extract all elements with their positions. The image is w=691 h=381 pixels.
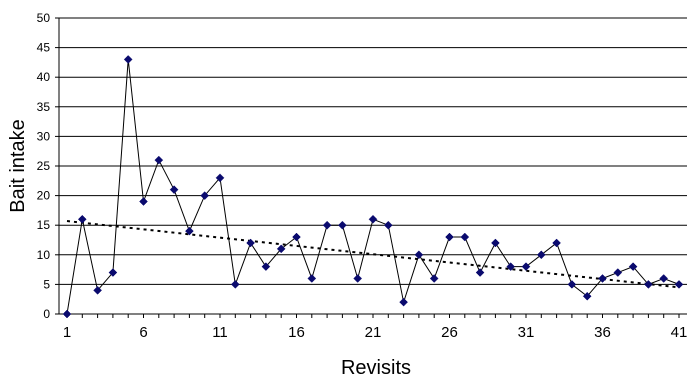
data-point-marker [77, 214, 87, 224]
data-point-marker [506, 262, 516, 271]
data-point-marker [460, 232, 470, 242]
data-point-marker [399, 297, 408, 307]
data-point-marker [123, 55, 133, 64]
x-tick-label: 6 [139, 324, 147, 341]
data-point-marker [383, 220, 393, 230]
y-tick-label: 50 [37, 11, 51, 25]
data-point-marker [491, 238, 500, 248]
x-tick-label: 36 [594, 324, 611, 341]
data-point-marker [613, 268, 623, 277]
data-point-marker [582, 291, 592, 301]
data-point-marker [567, 280, 577, 289]
y-tick-label: 25 [37, 159, 51, 173]
data-point-marker [215, 173, 225, 183]
trendline [66, 220, 680, 289]
x-tick-label: 21 [365, 324, 382, 341]
y-tick-label: 0 [43, 307, 50, 321]
data-point-marker [322, 220, 332, 230]
x-tick-label: 11 [212, 324, 228, 341]
data-point-marker [276, 244, 286, 254]
x-axis-title: Revisits [341, 357, 411, 379]
data-point-marker [674, 280, 684, 289]
data-point-marker [475, 268, 485, 277]
data-point-marker [628, 262, 638, 271]
data-point-marker [552, 238, 561, 248]
y-tick-label: 10 [37, 248, 51, 262]
data-point-marker [429, 274, 439, 283]
data-point-marker [154, 155, 164, 165]
data-point-marker [246, 238, 255, 248]
data-point-marker [261, 262, 271, 271]
x-tick-labels: 1 6 11 16 21 26 31 36 41 [63, 324, 688, 341]
x-tick-label: 41 [671, 324, 688, 341]
x-tick-label: 31 [518, 324, 535, 341]
data-point-marker [93, 285, 102, 295]
data-point-marker [139, 197, 148, 206]
data-point-marker [108, 268, 118, 277]
y-tick-label: 30 [37, 129, 51, 143]
x-tick-label: 26 [441, 324, 458, 341]
y-tick-labels: 0 5 10 15 20 25 30 35 40 45 50 [37, 11, 51, 321]
data-point-marker [536, 250, 546, 260]
data-point-marker [445, 232, 454, 242]
data-point-marker [200, 191, 210, 200]
data-point-marker [521, 262, 531, 271]
x-tick-label: 16 [288, 324, 305, 341]
y-tick-label: 35 [37, 100, 51, 114]
data-point-marker [338, 220, 347, 230]
data-point-marker [292, 232, 301, 242]
y-tick-label: 15 [37, 218, 51, 232]
data-point-marker [62, 309, 72, 319]
x-tick-label: 1 [63, 324, 71, 341]
data-point-marker [307, 274, 317, 283]
y-tick-label: 40 [37, 70, 51, 84]
data-point-marker [230, 280, 240, 289]
y-axis-title: Bait intake [7, 119, 29, 212]
data-point-marker [169, 185, 179, 195]
series-group [66, 59, 680, 315]
data-point-marker [185, 226, 194, 236]
data-point-marker [659, 274, 669, 283]
y-tick-label: 5 [43, 277, 50, 291]
series-line [66, 59, 680, 315]
data-point-marker [598, 274, 607, 283]
trendline-group [66, 220, 680, 289]
data-point-marker [368, 214, 378, 224]
data-point-marker [644, 280, 653, 289]
data-point-marker [414, 250, 424, 260]
y-tick-label: 45 [37, 41, 51, 55]
grid-lines [55, 17, 687, 318]
data-point-marker [353, 274, 363, 283]
markers-group [62, 55, 684, 319]
y-tick-label: 20 [37, 189, 51, 203]
